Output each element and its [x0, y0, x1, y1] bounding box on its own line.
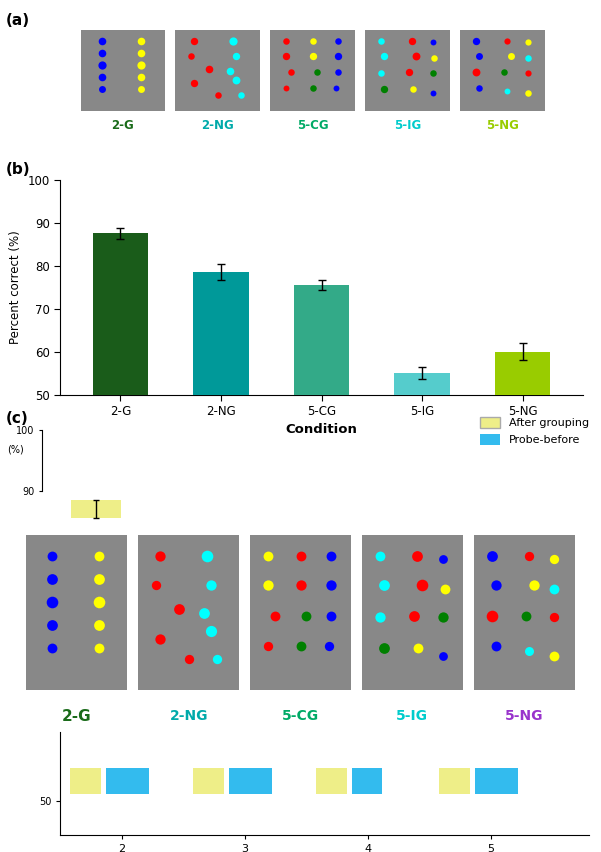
Bar: [270, 31, 355, 111]
Point: [189, 76, 199, 89]
Point: [333, 49, 343, 63]
Point: [281, 49, 290, 63]
Point: [136, 82, 146, 95]
Point: [523, 86, 532, 100]
Point: [376, 66, 385, 80]
Point: [308, 34, 317, 48]
Text: (a): (a): [6, 13, 30, 28]
Legend: After grouping, Probe-before: After grouping, Probe-before: [480, 417, 590, 446]
Text: 5-IG: 5-IG: [396, 709, 429, 722]
Point: [474, 81, 484, 95]
Point: [523, 36, 532, 49]
Point: [225, 64, 235, 78]
Point: [407, 82, 417, 95]
Point: [97, 82, 106, 95]
Point: [213, 88, 222, 101]
Point: [506, 49, 516, 63]
Point: [287, 66, 296, 79]
Point: [428, 86, 438, 100]
Bar: [81, 31, 165, 111]
Point: [136, 58, 146, 72]
Text: 2-G: 2-G: [111, 119, 134, 132]
Text: (b): (b): [6, 162, 31, 177]
Text: 5-IG: 5-IG: [394, 119, 421, 132]
Text: 2-NG: 2-NG: [169, 709, 208, 722]
Point: [281, 34, 290, 48]
Point: [97, 70, 106, 83]
Point: [331, 81, 341, 95]
Point: [376, 34, 385, 48]
Point: [379, 49, 389, 63]
Point: [281, 81, 290, 95]
Point: [231, 73, 241, 87]
Point: [189, 34, 199, 48]
Bar: [175, 31, 260, 111]
Point: [333, 34, 343, 48]
Text: 5-CG: 5-CG: [282, 709, 319, 722]
Point: [97, 34, 106, 48]
Point: [428, 36, 438, 49]
Bar: [365, 31, 450, 111]
Point: [97, 46, 106, 60]
Point: [428, 66, 438, 80]
Point: [97, 58, 106, 72]
Point: [379, 82, 389, 95]
Point: [136, 34, 146, 48]
Point: [523, 66, 532, 80]
Point: [411, 49, 421, 63]
Point: [502, 83, 511, 97]
Point: [312, 66, 322, 79]
Point: [404, 66, 414, 79]
Point: [430, 52, 439, 66]
Text: 5-NG: 5-NG: [505, 709, 543, 722]
Point: [333, 66, 343, 79]
Point: [228, 34, 237, 48]
Point: [471, 66, 480, 79]
Text: (c): (c): [6, 412, 29, 427]
Point: [136, 46, 146, 60]
Point: [186, 49, 195, 63]
Point: [136, 70, 146, 83]
Point: [523, 52, 532, 66]
Point: [308, 81, 317, 95]
Point: [499, 66, 509, 79]
Point: [474, 49, 484, 63]
Point: [471, 34, 480, 48]
Bar: [460, 31, 545, 111]
Text: (%): (%): [7, 445, 23, 455]
Point: [231, 49, 241, 63]
Text: 2-NG: 2-NG: [201, 119, 234, 132]
Point: [204, 62, 214, 76]
Point: [236, 88, 246, 101]
Point: [407, 34, 416, 48]
Point: [308, 49, 317, 63]
Text: 5-CG: 5-CG: [297, 119, 328, 132]
Point: [502, 34, 511, 48]
Text: 2-G: 2-G: [62, 709, 92, 723]
Text: 5-NG: 5-NG: [486, 119, 519, 132]
